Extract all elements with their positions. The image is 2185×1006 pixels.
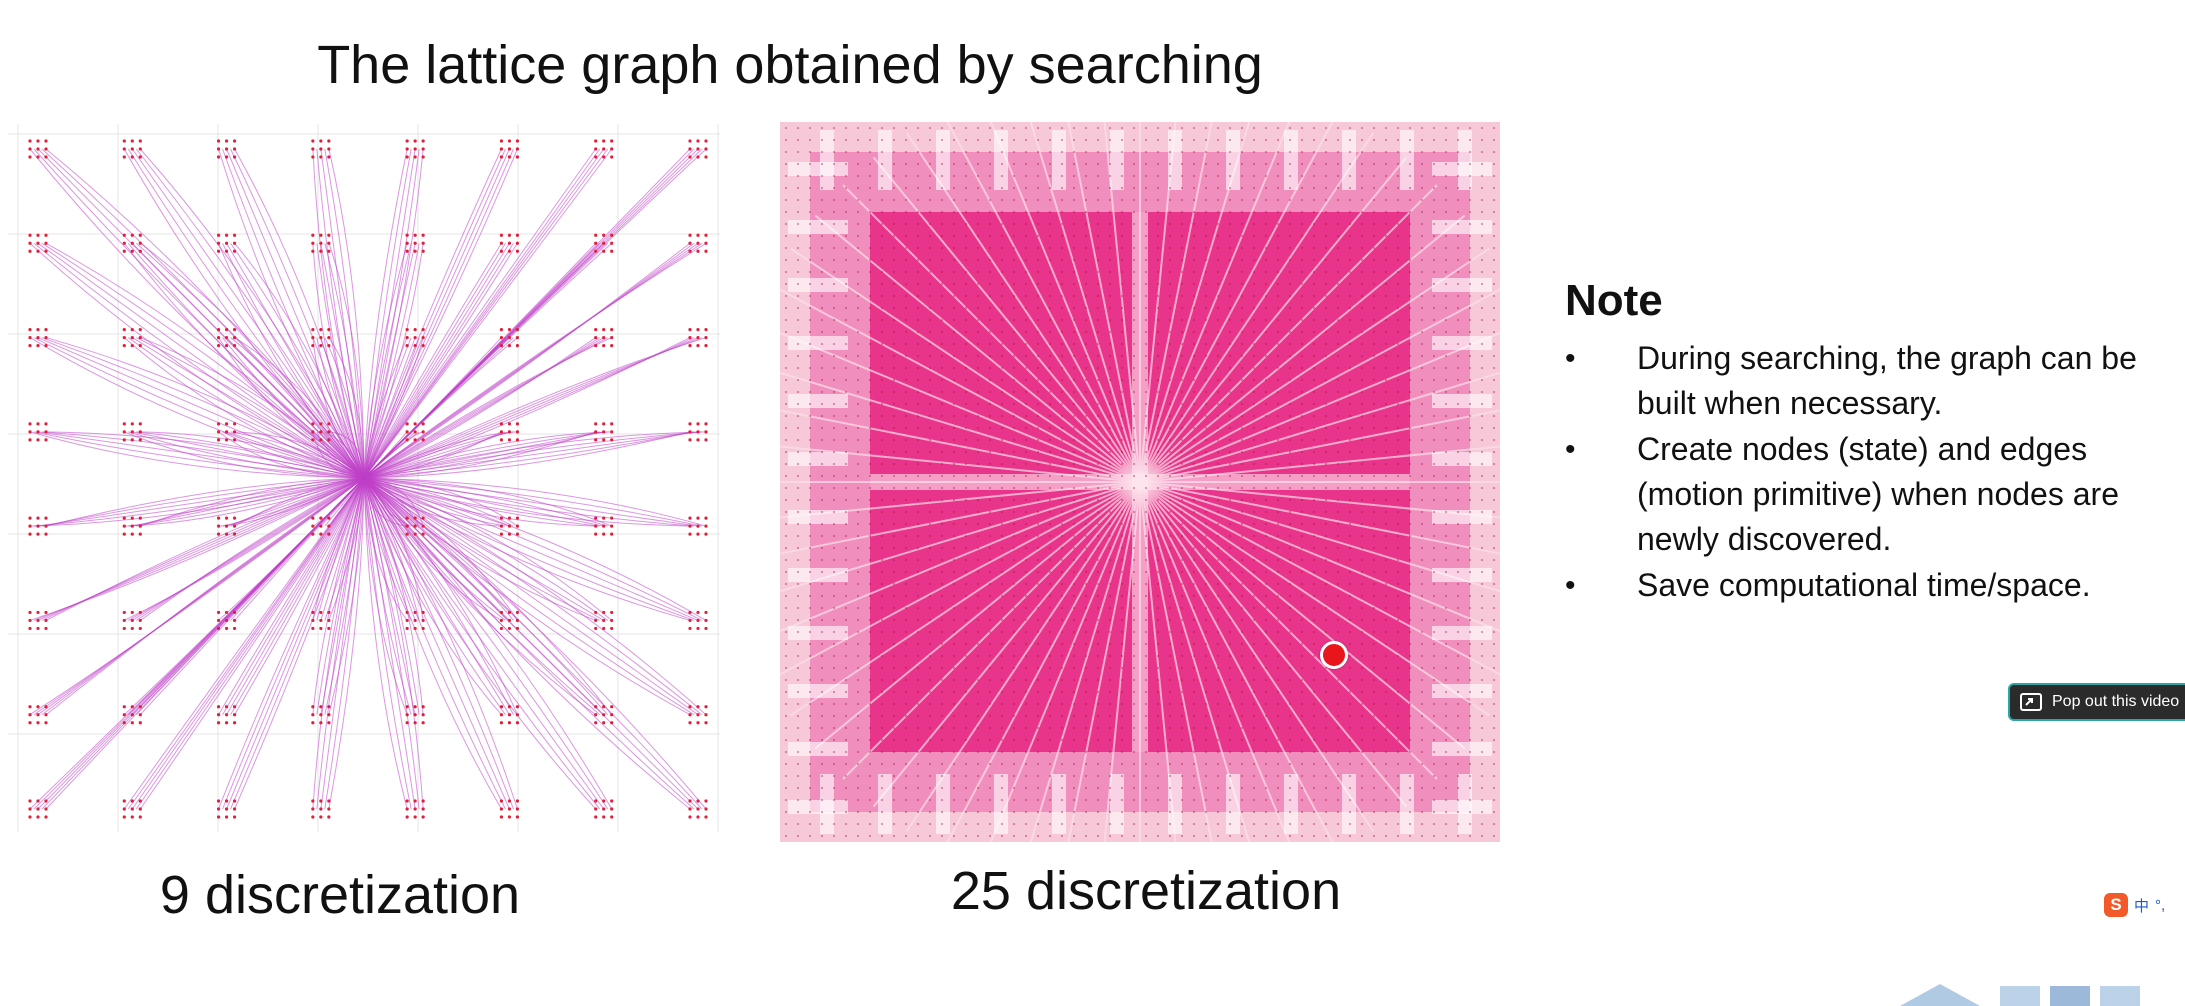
note-box: Note • During searching, the graph can b…	[1565, 276, 2165, 609]
note-list: • During searching, the graph can be bui…	[1565, 336, 2165, 608]
watermark-logo	[1900, 984, 2140, 1006]
bullet-icon: •	[1565, 569, 1576, 602]
sogou-logo-icon: S	[2104, 893, 2128, 917]
popout-label: Pop out this video	[2052, 693, 2180, 710]
pop-out-video-button[interactable]: Pop out this video	[2008, 683, 2185, 721]
note-item-text: During searching, the graph can be built…	[1637, 340, 2137, 421]
note-heading: Note	[1565, 276, 1663, 325]
right-caption: 25 discretization	[950, 861, 1342, 921]
lattice-graph-25-discretization	[780, 122, 1500, 842]
ime-punctuation-toggle[interactable]: °,	[2155, 896, 2166, 914]
note-item-text: Create nodes (state) and edges (motion p…	[1637, 431, 2119, 557]
note-item: • Save computational time/space.	[1565, 563, 2165, 608]
ime-toolbar[interactable]: S 中 °,	[2104, 892, 2165, 918]
bullet-icon: •	[1565, 433, 1576, 466]
slide-title: The lattice graph obtained by searching	[317, 35, 1263, 95]
lattice-graph-9-discretization	[8, 124, 720, 832]
popout-icon	[2020, 693, 2042, 711]
ime-language-toggle[interactable]: 中	[2134, 897, 2150, 915]
note-item: • Create nodes (state) and edges (motion…	[1565, 427, 2165, 562]
left-caption: 9 discretization	[159, 865, 521, 925]
pointer-cursor-dot	[1320, 641, 1348, 669]
note-item-text: Save computational time/space.	[1637, 567, 2091, 603]
note-item: • During searching, the graph can be bui…	[1565, 336, 2165, 426]
bullet-icon: •	[1565, 342, 1576, 375]
